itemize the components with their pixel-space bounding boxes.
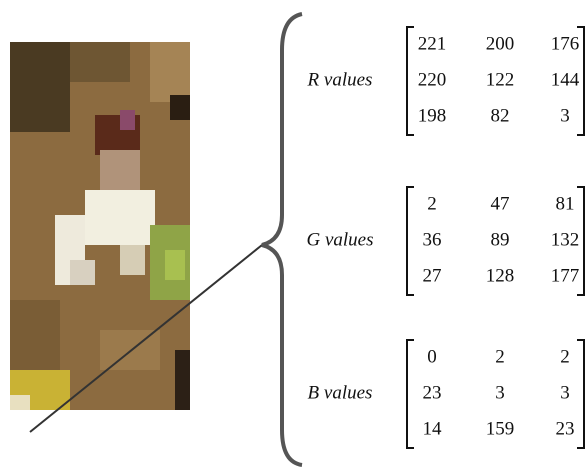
matrix-value: 3 xyxy=(560,382,570,403)
curly-brace xyxy=(262,14,302,465)
matrix-value: 128 xyxy=(486,265,515,286)
matrix-value: 23 xyxy=(423,382,442,403)
matrix-value: 132 xyxy=(551,229,580,250)
matrix-value: 0 xyxy=(427,346,437,367)
matrix-value: 2 xyxy=(560,346,570,367)
matrix-value: 82 xyxy=(491,105,510,126)
matrix-value: 2 xyxy=(495,346,505,367)
diagram: R values221200176220122144198823G values… xyxy=(0,0,587,467)
matrix-value: 36 xyxy=(423,229,442,250)
matrix-value: 200 xyxy=(486,33,515,54)
matrix-value: 3 xyxy=(560,105,570,126)
left-bracket xyxy=(407,340,414,448)
matrix-value: 27 xyxy=(423,265,442,286)
matrix-value: 221 xyxy=(418,33,447,54)
matrix-label: R values xyxy=(307,69,373,90)
matrix-value: 198 xyxy=(418,105,447,126)
matrix-value: 122 xyxy=(486,69,515,90)
matrix-value: 177 xyxy=(551,265,580,286)
matrix-value: 220 xyxy=(418,69,447,90)
left-bracket xyxy=(407,187,414,295)
matrix-value: 159 xyxy=(486,418,515,439)
matrix-label: G values xyxy=(306,229,373,250)
matrix-value: 176 xyxy=(551,33,580,54)
matrix-value: 47 xyxy=(491,193,510,214)
matrix-value: 23 xyxy=(556,418,575,439)
matrix-value: 14 xyxy=(423,418,443,439)
matrix-value: 2 xyxy=(427,193,437,214)
page: {"matrices": [ {"label": "R values", "ro… xyxy=(0,0,587,467)
matrix-value: 81 xyxy=(556,193,575,214)
right-bracket xyxy=(577,340,584,448)
matrix-value: 89 xyxy=(491,229,510,250)
pixel-image xyxy=(10,42,190,410)
matrix-value: 144 xyxy=(551,69,580,90)
matrix-value: 3 xyxy=(495,382,505,403)
matrix-label: B values xyxy=(308,382,373,403)
left-bracket xyxy=(407,27,414,135)
